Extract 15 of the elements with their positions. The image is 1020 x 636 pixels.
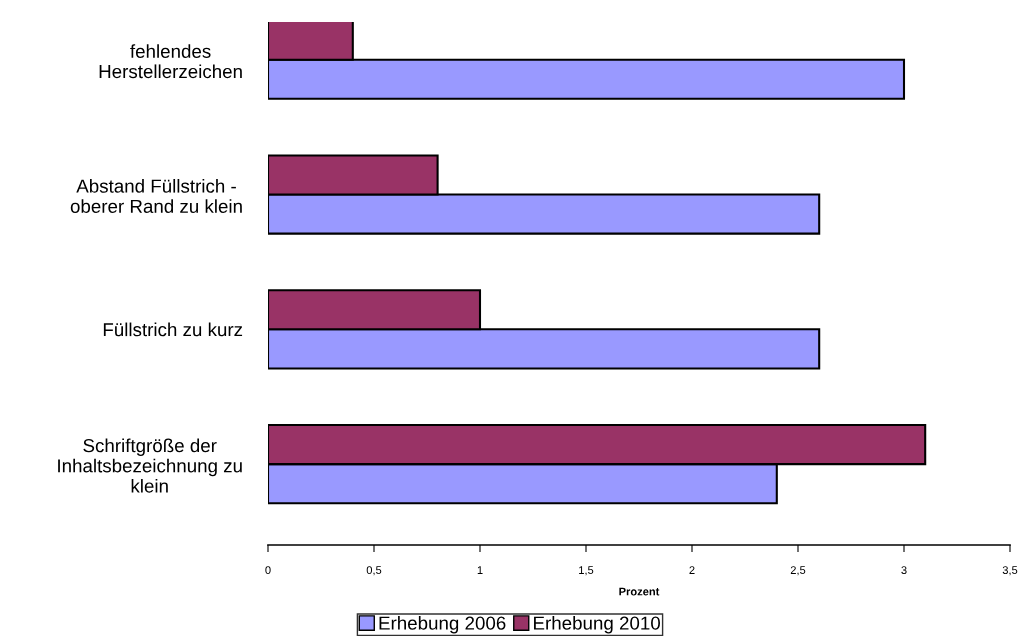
x-tick-label: 3: [901, 566, 907, 574]
legend-label: Erhebung 2006: [379, 615, 506, 634]
x-tick-label: 1: [477, 566, 483, 574]
y-tick-label: fehlendes Herstellerzeichen: [99, 44, 242, 79]
y-tick-label: Füllstrich zu kurz: [103, 322, 243, 337]
x-tick-label: 1,5: [579, 566, 594, 576]
x-tick-label: 2,5: [790, 566, 806, 576]
x-tick-label: 0,5: [366, 566, 382, 576]
x-axis-title: Prozent: [619, 587, 660, 596]
x-tick-label: 0: [265, 566, 271, 574]
y-tick-label: Abstand Füllstrich - oberer Rand zu klein: [70, 179, 242, 213]
legend-label: Erhebung 2010: [534, 615, 660, 634]
y-tick-label: Schriftgröße der Inhaltsbezeichnung zu klein: [58, 438, 242, 493]
x-tick-label: 2: [689, 566, 695, 574]
x-tick-label: 3,5: [1002, 566, 1018, 576]
